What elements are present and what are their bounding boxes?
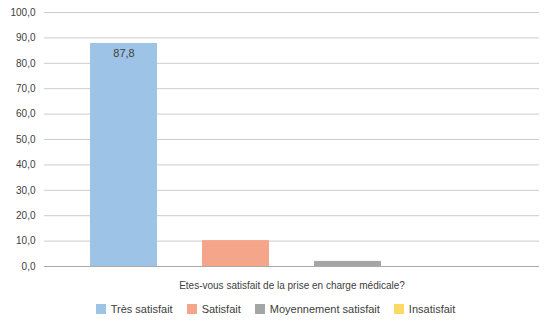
svg-text:87,8: 87,8: [113, 47, 134, 59]
html-text:Moyennement satisfait: Moyennement satisfait: [269, 303, 380, 315]
svg-text:40,0: 40,0: [16, 159, 36, 170]
svg-text:80,0: 80,0: [16, 58, 36, 69]
svg-text:90,0: 90,0: [16, 32, 36, 43]
svg-text:70,0: 70,0: [16, 83, 36, 94]
svg-text:50,0: 50,0: [16, 134, 36, 145]
svg-text:0,0: 0,0: [22, 261, 36, 272]
html-text:Très satisfait: Très satisfait: [110, 303, 173, 315]
svg-text:Etes-vous satisfait de la pris: Etes-vous satisfait de la prise en charg…: [179, 280, 405, 291]
svg-text:20,0: 20,0: [16, 210, 36, 221]
svg-text:30,0: 30,0: [16, 185, 36, 196]
svg-text:100,0: 100,0: [10, 7, 35, 18]
html-text:Satisfait: Satisfait: [201, 303, 241, 315]
svg-text:10,0: 10,0: [16, 235, 36, 246]
svg-text:60,0: 60,0: [16, 108, 36, 119]
html-text:Insatisfait: Insatisfait: [408, 303, 456, 315]
